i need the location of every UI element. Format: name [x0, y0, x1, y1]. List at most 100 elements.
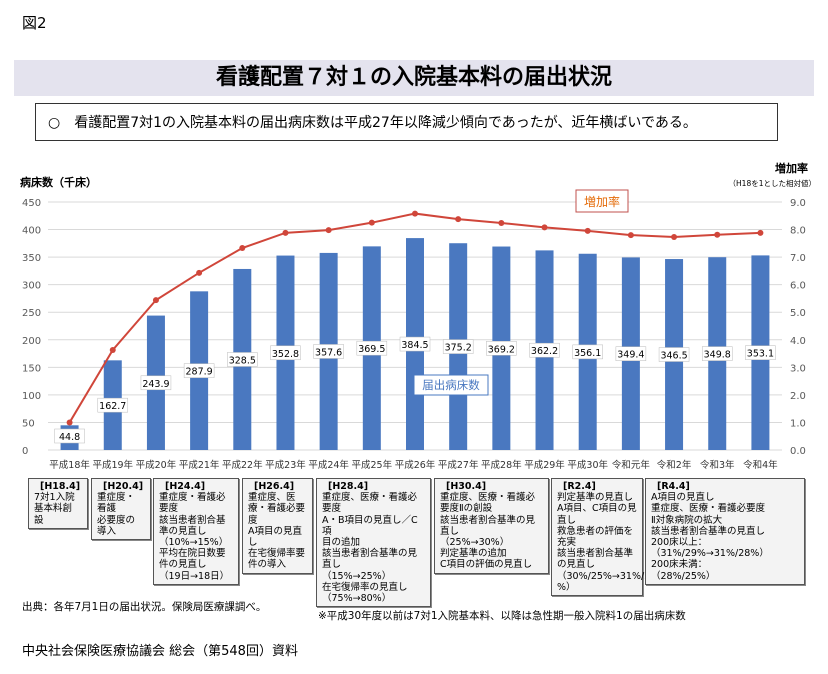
revision-date: [H30.4] — [446, 481, 487, 492]
rate-point — [627, 232, 634, 239]
revision-body: A項目の見直し 重症度、医療・看護必要度 Ⅱ対象病院の拡大 該当患者割合基準の見… — [651, 492, 769, 582]
data-label-box — [745, 345, 776, 360]
data-label-box — [356, 340, 388, 356]
data-label: 353.1 — [747, 349, 774, 360]
revision-box: [R2.4] 判定基準の見直し A項目、C項目の見 直し 救急患者の評価を 充実 … — [551, 478, 657, 597]
rate-point — [239, 245, 246, 252]
revision-box: [H20.4] 重症度・ 看護 必要度の 導入 — [91, 478, 151, 541]
x-tick-label: 令和4年 — [743, 459, 778, 471]
rate-point — [109, 346, 116, 353]
revision-box: [H26.4] 重症度、医 療・看護必要 度 A項目の見直 し 在宅復帰率要 件の… — [242, 478, 313, 574]
data-label-box — [140, 375, 172, 391]
data-label-box — [486, 341, 517, 356]
source-note: 出典：各年7月1日の届出状況。保険局医療課調べ。 — [22, 601, 267, 613]
page-title: 看護配置７対１の入院基本料の届出状況 — [14, 60, 814, 96]
y2-tick-label: 5.0 — [790, 308, 806, 319]
y-tick-label: 250 — [22, 308, 41, 319]
rate-point — [66, 419, 73, 426]
revision-date: [R4.4] — [657, 481, 690, 492]
x-tick-label: 平成30年 — [567, 459, 608, 471]
revision-body: 重症度、医療・看護必 要度 A・B項目の見直し／C項 目の追加 該当患者割合基準… — [322, 492, 418, 605]
y2-tick-label: 9.0 — [790, 198, 806, 209]
revision-date: [R2.4] — [563, 481, 596, 492]
revision-date: [H18.4] — [40, 481, 81, 492]
data-label-box — [54, 428, 85, 444]
y2-tick-label: 7.0 — [790, 253, 806, 264]
x-tick-label: 平成27年 — [438, 459, 479, 471]
data-label-box — [313, 344, 344, 359]
revision-body: 判定基準の見直し A項目、C項目の見 直し 救急患者の評価を 充実 該当患者割合… — [557, 492, 657, 593]
rate-point — [196, 269, 203, 276]
legend-bars-box — [413, 374, 489, 396]
y-tick-label: 100 — [22, 391, 41, 402]
data-label: 162.7 — [99, 401, 126, 412]
x-tick-label: 令和3年 — [700, 459, 735, 471]
revision-date: [H24.4] — [165, 481, 206, 492]
data-label-box — [442, 339, 474, 354]
data-label-box — [227, 352, 258, 367]
x-tick-label: 平成25年 — [352, 459, 393, 471]
x-tick-label: 平成20年 — [136, 459, 177, 471]
y2-tick-label: 2.0 — [790, 391, 806, 402]
rate-point — [455, 216, 462, 223]
y-axis-label: 病床数（千床） — [20, 175, 97, 189]
data-label-box — [701, 346, 733, 361]
data-label: 352.8 — [272, 349, 299, 360]
y2-tick-label: 0.0 — [790, 446, 806, 457]
chart: 0 50 100 150 200 250 300 350 400 450 0.0 1.0 2.0 3.0 4… — [20, 161, 816, 471]
revision-body: 7対1入院 基本料創 設 — [34, 492, 75, 526]
data-label: 243.9 — [142, 379, 169, 390]
figure-label: 図2 — [22, 14, 47, 32]
rate-point — [584, 227, 591, 234]
rate-point — [368, 219, 375, 226]
legend-rate-box — [575, 189, 629, 213]
x-tick-label: 平成29年 — [524, 459, 565, 471]
data-label: 369.5 — [358, 344, 385, 355]
y2-axis-sublabel: （H18を1とした相対値） — [729, 178, 816, 188]
data-label-box — [615, 346, 647, 361]
revision-date: [H20.4] — [103, 481, 144, 492]
revision-box: [H28.4] 重症度、医療・看護必 要度 A・B項目の見直し／C項 目の追加 該… — [316, 478, 431, 608]
revision-box: [H30.4] 重症度、医療・看護必 要度Ⅱの創設 該当患者割合基準の見 直し （… — [434, 478, 549, 574]
data-label: 349.4 — [617, 350, 644, 361]
x-tick-label: 平成28年 — [481, 459, 522, 471]
revision-body: 重症度、医療・看護必 要度Ⅱの創設 該当患者割合基準の見 直し （25%→30%… — [440, 492, 536, 571]
data-label-box — [270, 345, 301, 361]
y2-tick-label: 8.0 — [790, 226, 806, 237]
data-label: 384.5 — [401, 340, 428, 351]
data-label: 328.5 — [229, 355, 256, 366]
revision-box: [H24.4] 重症度・看護必 要度 該当患者割合基 準の見直し （10%→15%… — [153, 478, 239, 585]
y-tick-label: 450 — [22, 198, 41, 209]
y-tick-label: 200 — [22, 336, 41, 347]
rate-point — [498, 219, 505, 226]
data-label-box — [399, 336, 431, 352]
y-tick-label: 50 — [22, 418, 35, 429]
y-tick-label: 0 — [22, 446, 28, 457]
y-tick-label: 350 — [22, 253, 41, 264]
data-label-box — [572, 344, 603, 360]
rate-point — [325, 227, 332, 234]
data-label: 362.2 — [531, 346, 558, 357]
revision-box: [H18.4] 7対1入院 基本料創 設 — [28, 478, 88, 529]
x-tick-label: 平成18年 — [49, 459, 90, 471]
y2-axis-label: 増加率 — [775, 161, 808, 175]
y2-tick-label: 3.0 — [790, 363, 806, 374]
revision-body: 重症度、医 療・看護必要 度 A項目の見直 し 在宅復帰率要 件の導入 — [248, 492, 306, 571]
data-label-box — [658, 347, 690, 362]
legend-bars-label: 届出病床数 — [422, 378, 480, 392]
y-tick-label: 400 — [22, 226, 41, 237]
revision-box: [R4.4] A項目の見直し 重症度、医療・看護必要度 Ⅱ対象病院の拡大 該当患者… — [645, 478, 805, 585]
rate-point — [714, 231, 721, 238]
revision-date: [H26.4] — [254, 481, 295, 492]
legend-rate-label: 増加率 — [584, 194, 620, 209]
x-tick-label: 平成26年 — [395, 459, 436, 471]
x-tick-label: 平成19年 — [92, 459, 133, 471]
data-label: 346.5 — [660, 351, 687, 362]
x-tick-label: 令和元年 — [612, 459, 651, 471]
data-label: 356.1 — [574, 348, 601, 359]
revision-body: 重症度・看護必 要度 該当患者割合基 準の見直し （10%→15%） 平均在院日… — [159, 492, 230, 582]
data-label: 357.6 — [315, 347, 342, 358]
rate-point — [282, 229, 289, 236]
rate-point — [152, 297, 159, 304]
revision-body: 重症度・ 看護 必要度の 導入 — [97, 492, 136, 537]
